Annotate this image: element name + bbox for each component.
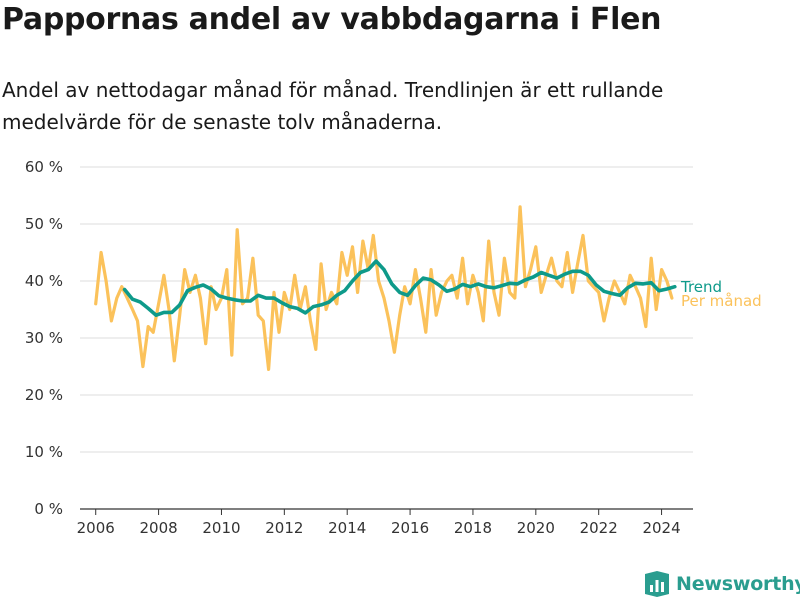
x-tick-label: 2014: [328, 519, 366, 537]
y-tick-label: 40 %: [25, 272, 63, 290]
series-label-trend: Trend: [680, 278, 722, 296]
newsworthy-brand[interactable]: Newsworthy: [644, 570, 800, 598]
series-label-monthly: Per månad: [681, 292, 762, 310]
x-tick-label: 2012: [265, 519, 303, 537]
x-tick-label: 2022: [580, 519, 618, 537]
x-tick-label: 2016: [391, 519, 429, 537]
newsworthy-logo-icon: [645, 571, 669, 597]
series-lines: [94, 205, 677, 371]
y-tick-label: 0 %: [34, 500, 63, 518]
x-tick-label: 2018: [454, 519, 492, 537]
y-tick-label: 30 %: [25, 329, 63, 347]
x-tick-label: 2008: [139, 519, 177, 537]
series-line-monthly: [94, 205, 674, 371]
x-tick-label: 2010: [202, 519, 240, 537]
y-tick-label: 20 %: [25, 386, 63, 404]
axes: 0 % 10 % 20 % 30 % 40 % 50 % 60 % 2006 2008 2010 2…: [25, 158, 693, 537]
brand-name: Newsworthy: [676, 573, 800, 595]
x-tick-label: 2024: [642, 519, 680, 537]
chart-title: Pappornas andel av vabbdagarna i Flen: [2, 2, 662, 37]
x-tick-label: 2006: [77, 519, 115, 537]
series-line-trend: [122, 259, 677, 318]
x-tick-label: 2020: [517, 519, 555, 537]
y-tick-label: 50 %: [25, 215, 63, 233]
chart-subtitle: Andel av nettodagar månad för månad. Tre…: [2, 78, 664, 134]
y-tick-label: 60 %: [25, 158, 63, 176]
y-tick-label: 10 %: [25, 443, 63, 461]
